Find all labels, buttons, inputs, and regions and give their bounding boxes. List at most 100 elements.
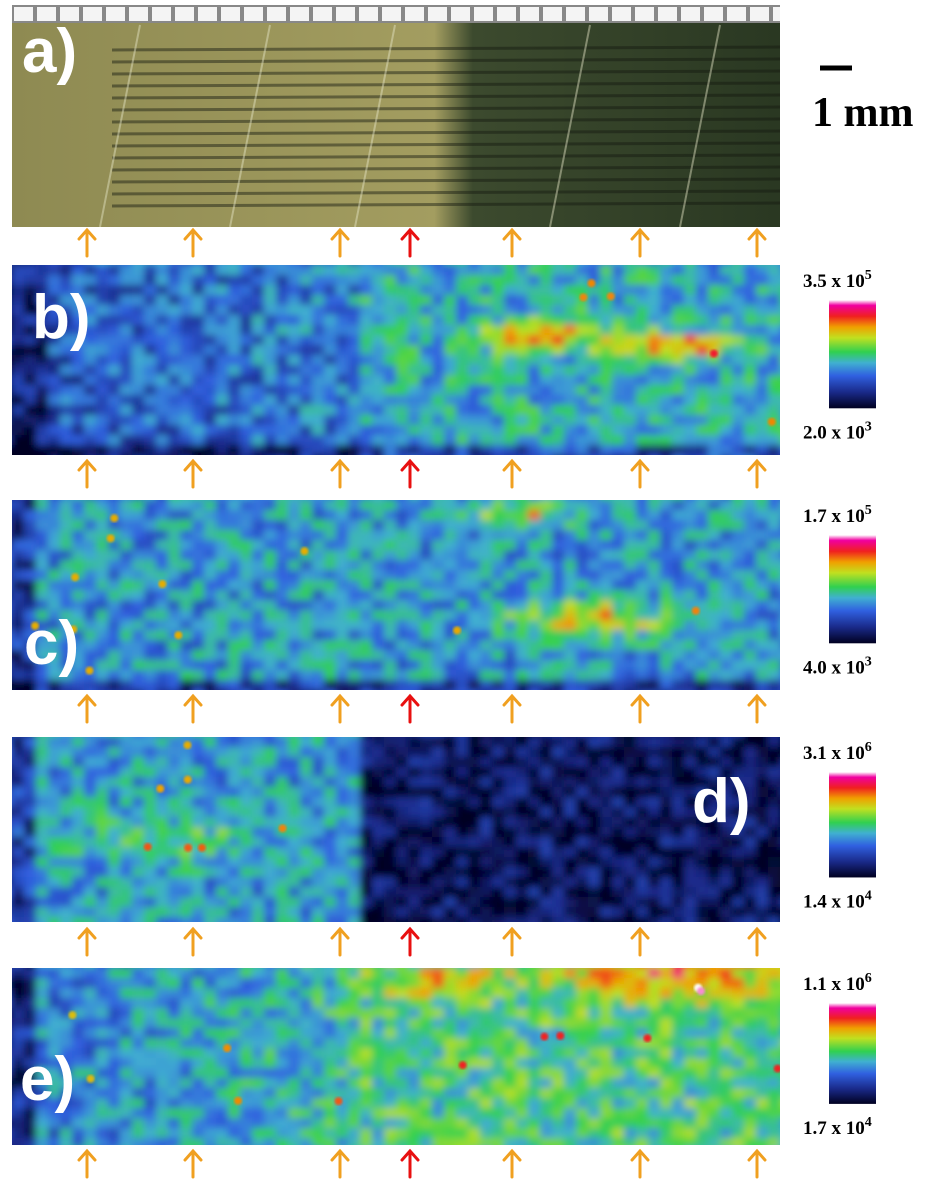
heat-cell — [144, 610, 157, 621]
heat-cell — [708, 540, 721, 551]
heat-cell — [384, 335, 397, 346]
heat-cell — [516, 887, 529, 898]
heat-cell — [444, 255, 457, 266]
heat-cell — [96, 650, 109, 661]
heat-cell — [504, 727, 517, 738]
heat-cell — [108, 610, 121, 621]
heat-cell — [48, 355, 61, 366]
heat-cell — [612, 490, 625, 501]
heat-cell — [768, 630, 781, 641]
heat-cell — [144, 315, 157, 326]
heat-cell — [108, 917, 121, 928]
heat-cell — [660, 285, 673, 296]
heat-cell — [540, 1048, 553, 1059]
heat-cell — [432, 285, 445, 296]
heat-cell — [492, 365, 505, 376]
heat-cell — [564, 877, 577, 888]
heat-cell — [396, 1048, 409, 1059]
heat-cell — [312, 425, 325, 436]
heat-cell — [180, 255, 193, 266]
heat-cell — [660, 660, 673, 671]
heat-cell — [216, 777, 229, 788]
heat-cell — [660, 817, 673, 828]
heat-cell — [564, 787, 577, 798]
heat-cell — [612, 550, 625, 561]
heat-cell — [492, 1048, 505, 1059]
heat-cell — [504, 787, 517, 798]
heat-cell — [72, 958, 85, 969]
heat-cell — [612, 988, 625, 999]
heat-cell — [636, 907, 649, 918]
heat-cell — [96, 1018, 109, 1029]
heat-cell — [396, 660, 409, 671]
heat-cell — [744, 1028, 757, 1039]
heat-cell — [420, 907, 433, 918]
heat-cell — [588, 877, 601, 888]
heat-cell — [276, 978, 289, 989]
heat-cell — [444, 887, 457, 898]
heat-cell — [168, 650, 181, 661]
heat-cell — [768, 907, 781, 918]
heat-cell — [336, 897, 349, 908]
heat-cell — [480, 897, 493, 908]
heat-cell — [756, 640, 769, 651]
heat-cell — [312, 265, 325, 276]
heat-cell — [348, 1018, 361, 1029]
heat-cell — [84, 1048, 97, 1059]
heat-cell — [624, 500, 637, 511]
heat-cell — [648, 650, 661, 661]
heat-cell — [684, 295, 697, 306]
heat-cell — [96, 1038, 109, 1049]
heat-cell — [264, 560, 277, 571]
heat-cell — [612, 425, 625, 436]
heat-cell — [372, 455, 385, 466]
heat-cell — [540, 540, 553, 551]
heat-cell — [636, 265, 649, 276]
heat-cell — [516, 988, 529, 999]
heat-cell — [228, 968, 241, 979]
heat-cell — [180, 540, 193, 551]
heat-cell — [48, 365, 61, 376]
heat-cell — [156, 490, 169, 501]
heat-cell — [432, 345, 445, 356]
heat-cell — [288, 927, 301, 938]
heat-cell — [312, 767, 325, 778]
heat-cell — [672, 927, 685, 938]
heat-cell — [612, 927, 625, 938]
heat-cell — [204, 620, 217, 631]
heat-cell — [660, 690, 673, 701]
heat-cell — [168, 265, 181, 276]
heat-cell — [492, 425, 505, 436]
heat-cell — [588, 490, 601, 501]
heat-cell — [600, 415, 613, 426]
heat-cell — [492, 405, 505, 416]
heat-cell — [36, 988, 49, 999]
heat-cell — [0, 375, 13, 386]
heat-cell — [108, 988, 121, 999]
heat-cell — [528, 355, 541, 366]
heat-cell — [720, 315, 733, 326]
heat-cell — [408, 490, 421, 501]
heat-cell — [84, 1058, 97, 1069]
heat-cell — [228, 540, 241, 551]
heat-cell — [120, 747, 133, 758]
heat-cell — [768, 530, 781, 541]
heat-cell — [744, 660, 757, 671]
heat-cell — [12, 680, 25, 691]
heat-cell — [744, 737, 757, 748]
heat-cell — [36, 857, 49, 868]
heat-cell — [420, 640, 433, 651]
heat-cell — [564, 867, 577, 878]
heat-cell — [444, 1018, 457, 1029]
heat-cell — [372, 867, 385, 878]
heat-cell — [468, 998, 481, 1009]
heat-cell — [228, 787, 241, 798]
heat-cell — [696, 968, 709, 979]
heat-cell — [360, 827, 373, 838]
heat-cell — [408, 425, 421, 436]
heat-cell — [204, 345, 217, 356]
heat-cell — [432, 787, 445, 798]
heat-cell — [36, 1028, 49, 1039]
heat-cell — [360, 610, 373, 621]
heat-cell — [672, 425, 685, 436]
